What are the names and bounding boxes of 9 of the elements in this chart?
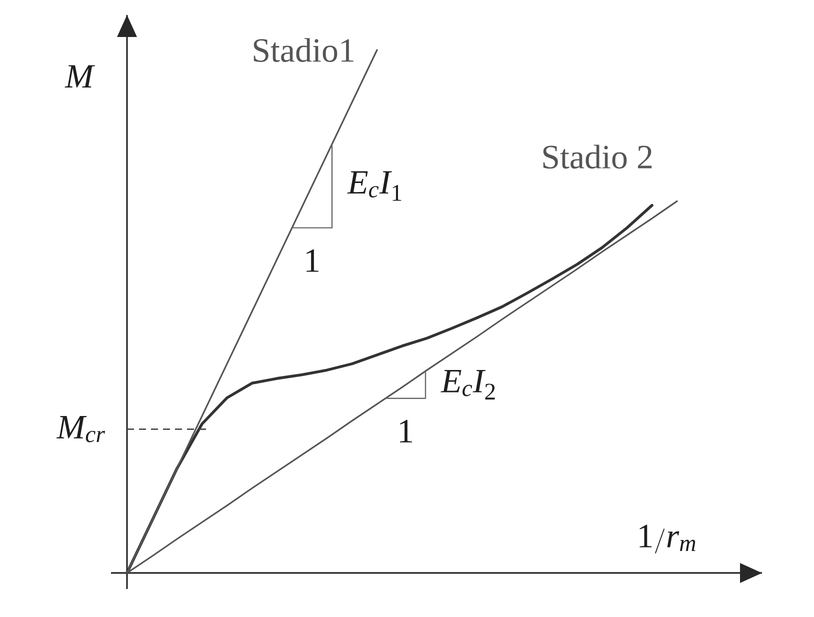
x-axis-title: $1/r_m$: [640, 524, 696, 554]
ref-line-label: $M_{cr}$: [56, 416, 106, 442]
series-label: Stadio 2: [543, 144, 652, 169]
annotation: $1$: [306, 249, 318, 272]
annotation: $E_cI_1$: [347, 171, 402, 201]
y-axis-title: $M$: [64, 65, 96, 88]
annotation: $1$: [400, 420, 412, 442]
annotation: $E_cI_2$: [440, 370, 495, 400]
series-label: Stadio1: [254, 38, 354, 62]
